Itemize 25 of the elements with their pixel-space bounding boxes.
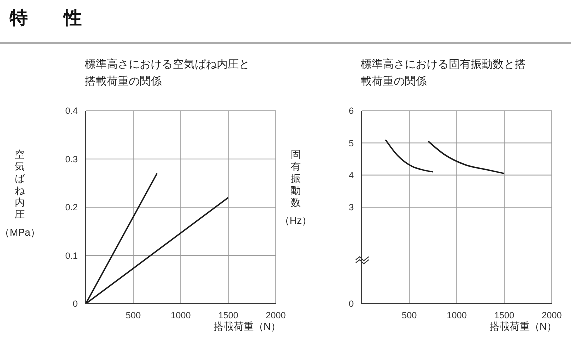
y-tick-label: 0: [72, 299, 78, 310]
x-tick-label: 1000: [446, 310, 468, 320]
y-tick-label: 0.3: [65, 154, 78, 164]
text: 特 性: [10, 7, 82, 30]
y-tick-label: 5: [348, 138, 354, 148]
x-tick-label: 500: [402, 310, 418, 320]
y-tick-label: 3: [348, 202, 354, 213]
x-tick-label: 1500: [494, 310, 515, 320]
y-tick-label: 0.1: [65, 250, 78, 261]
x-axis-title: 搭載荷重（N）: [214, 320, 281, 334]
x-tick-label: 1500: [218, 310, 239, 320]
y-tick-label: 0.4: [65, 106, 78, 116]
chart-title: 標準高さにおける空気ばね内圧と搭載荷重の関係: [85, 58, 251, 90]
y-axis-title: 固有振動数（Hz）: [278, 150, 314, 228]
y-tick-label: 0: [348, 299, 354, 310]
chart-title: 標準高さにおける固有振動数と搭載荷重の関係: [361, 58, 527, 90]
y-tick-label: 0.2: [65, 202, 78, 213]
x-tick-label: 2000: [542, 310, 562, 320]
y-tick-label: 6: [348, 106, 354, 116]
x-tick-label: 2000: [266, 310, 286, 320]
y-axis-title: 空気ばね内圧（MPa）: [0, 150, 41, 240]
x-tick-label: 1000: [170, 310, 192, 320]
x-tick-label: 500: [126, 310, 142, 320]
x-axis-title: 搭載荷重（N）: [490, 320, 557, 334]
y-tick-label: 4: [348, 170, 354, 181]
